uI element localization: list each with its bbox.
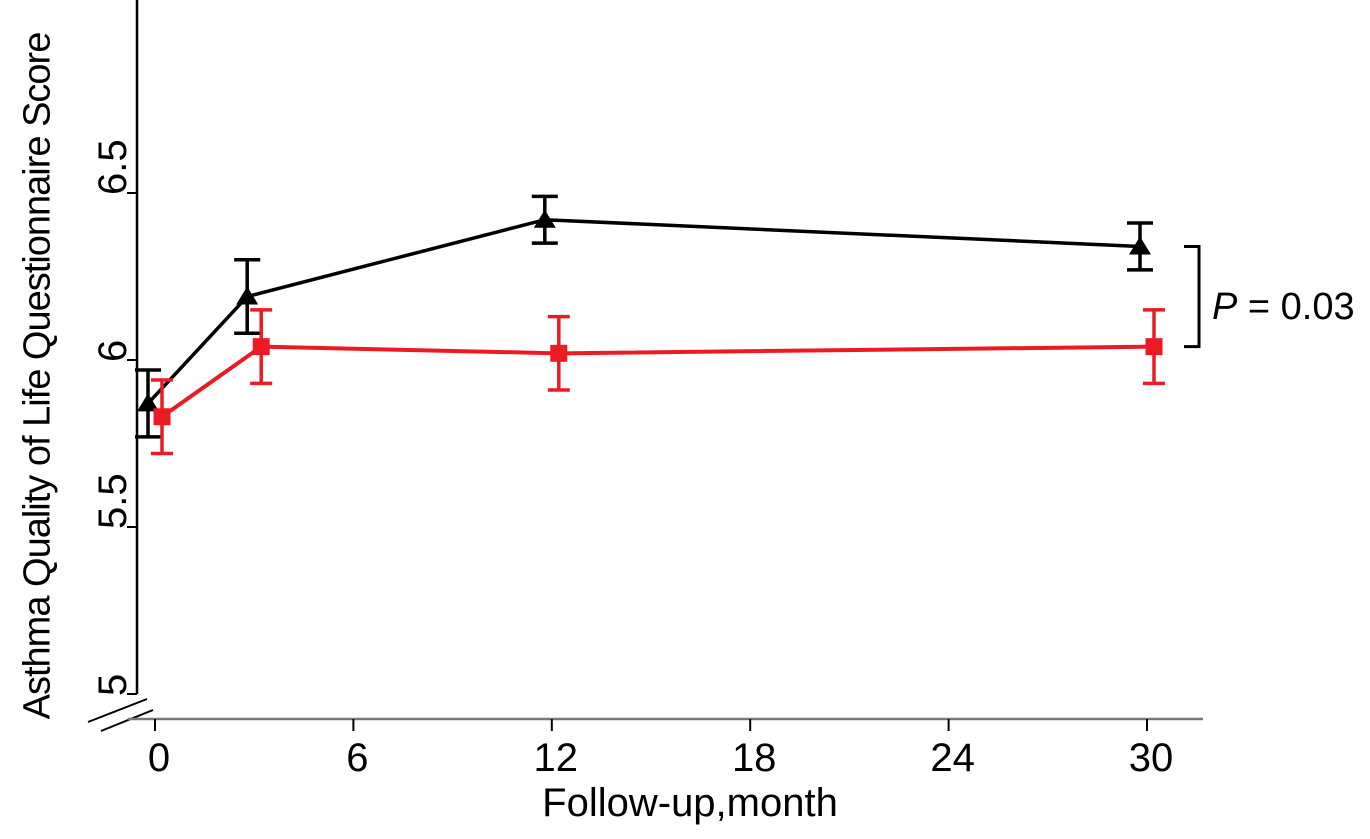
p-symbol: P: [1212, 286, 1238, 328]
x-axis-title: Follow-up,month: [542, 781, 838, 825]
marker-square: [153, 408, 171, 426]
y-axis-title: Asthma Quality of Life Questionnaire Sco…: [16, 32, 59, 720]
marker-square: [550, 344, 568, 362]
marker-square: [1145, 338, 1163, 356]
significance-bracket: [1184, 244, 1201, 349]
x-tick-label: 24: [930, 736, 975, 780]
y-tick-label: 6: [91, 340, 135, 362]
marker-triangle: [533, 209, 556, 228]
series-line-red-square-series: [160, 344, 1155, 419]
y-tick-label: 6.5: [91, 139, 135, 195]
marker-triangle: [1129, 236, 1152, 255]
y-tick-label: 5: [91, 674, 135, 696]
marker-square: [252, 338, 270, 356]
marker-triangle: [236, 286, 259, 305]
series-line-black-triangle-series: [146, 217, 1141, 405]
x-tick-label: 0: [148, 736, 170, 780]
y-tick-label: 5.5: [91, 473, 135, 529]
axis-break-slash: [100, 709, 154, 732]
x-tick-label: 6: [346, 736, 368, 780]
p-value-text: = 0.03: [1237, 286, 1355, 328]
x-tick-label: 18: [732, 736, 777, 780]
axis-break-slash: [87, 698, 148, 723]
x-tick-label: 12: [534, 736, 579, 780]
x-tick-label: 30: [1129, 736, 1174, 780]
p-value-annotation: P = 0.03: [1212, 288, 1355, 326]
marker-triangle: [137, 393, 159, 412]
